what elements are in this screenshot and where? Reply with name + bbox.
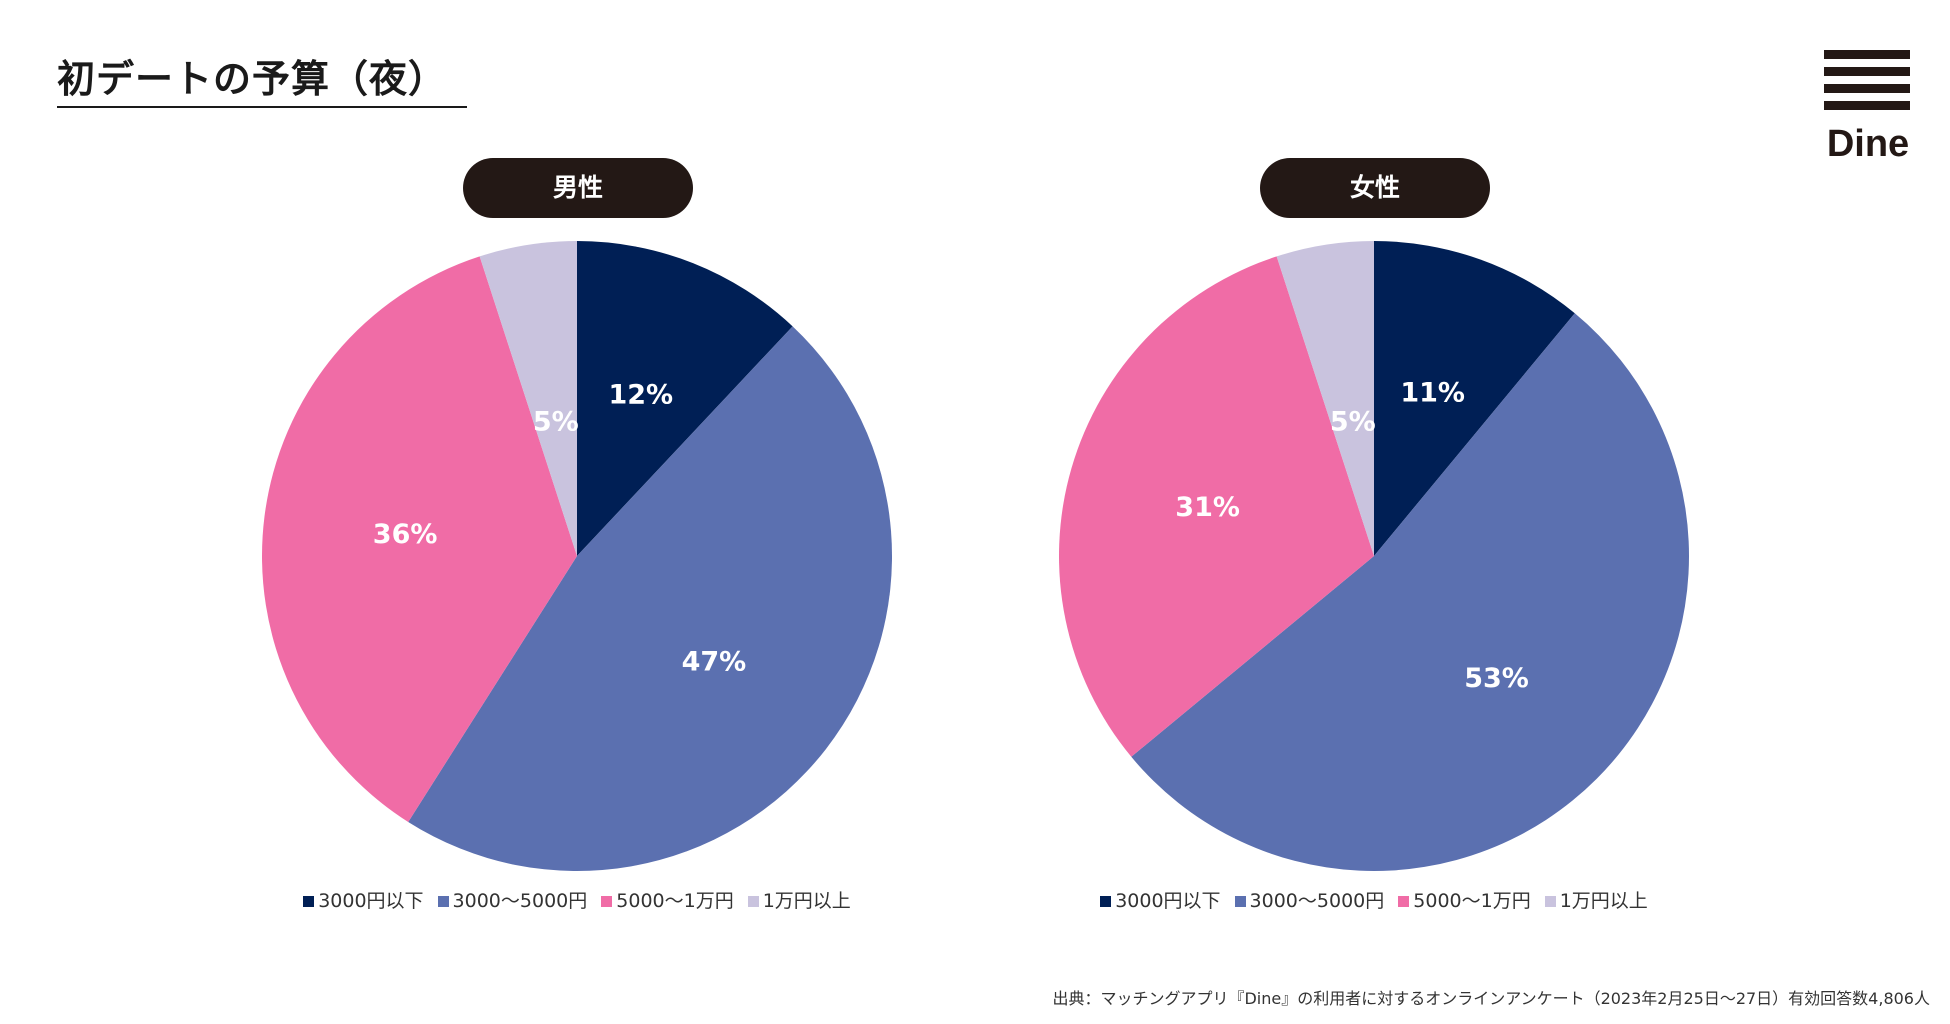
legend-item: 1万円以上: [747, 888, 851, 914]
pie-slice-5000-10000: [262, 256, 577, 822]
source-footnote: 出典：マッチングアプリ『Dine』の利用者に対するオンラインアンケート（2023…: [1052, 989, 1930, 1008]
slice-label-3000-5000: 47%: [682, 647, 747, 678]
legend-item: 3000円以下: [1100, 888, 1221, 914]
legend-swatch: [1544, 895, 1556, 907]
pie-slice-3000-5000: [408, 326, 893, 872]
pie-slice-over-10000: [1276, 241, 1374, 556]
logo-bar: [1824, 50, 1910, 59]
logo-wordmark: Dine: [1826, 123, 1910, 165]
legend-swatch: [1234, 895, 1246, 907]
pie-slice-over-10000: [479, 241, 577, 556]
legend-label: 3000円以下: [1115, 890, 1221, 912]
legend-label: 3000〜5000円: [452, 890, 588, 912]
legend-item: 5000〜1万円: [1398, 888, 1531, 914]
logo-bar: [1824, 101, 1910, 110]
legend-male: 3000円以下 3000〜5000円 5000〜1万円 1万円以上: [227, 888, 927, 914]
pie-slice-under-3000: [577, 241, 793, 556]
legend-label: 5000〜1万円: [1413, 890, 1531, 912]
slice-label-5000-10000: 31%: [1175, 492, 1240, 523]
logo-bar: [1824, 67, 1910, 76]
slice-label-3000-5000: 53%: [1464, 663, 1529, 694]
legend-label: 3000〜5000円: [1249, 890, 1385, 912]
pie-chart-male: 12% 47% 36% 5%: [262, 241, 893, 872]
legend-label: 1万円以上: [762, 890, 851, 912]
logo-bar: [1824, 84, 1910, 93]
chart-title-female: 女性: [1260, 158, 1490, 218]
pie-slice-5000-10000: [1059, 256, 1374, 757]
legend-swatch: [1398, 895, 1410, 907]
legend-female: 3000円以下 3000〜5000円 5000〜1万円 1万円以上: [1024, 888, 1724, 914]
pie-slice-3000-5000: [1131, 313, 1690, 872]
legend-swatch: [747, 895, 759, 907]
slice-label-5000-10000: 36%: [373, 519, 438, 550]
legend-swatch: [437, 895, 449, 907]
legend-label: 1万円以上: [1559, 890, 1648, 912]
slice-label-under-3000: 11%: [1400, 377, 1465, 408]
legend-label: 3000円以下: [318, 890, 424, 912]
chart-title-male: 男性: [463, 158, 693, 218]
legend-item: 5000〜1万円: [601, 888, 734, 914]
legend-swatch: [601, 895, 613, 907]
page-title: 初デートの予算（夜）: [57, 52, 468, 108]
legend-item: 3000〜5000円: [1234, 888, 1385, 914]
slice-label-under-3000: 12%: [608, 379, 673, 410]
legend-label: 5000〜1万円: [616, 890, 734, 912]
legend-item: 3000〜5000円: [437, 888, 588, 914]
pie-slice-under-3000: [1374, 241, 1575, 556]
pie-chart-female: 11% 53% 31% 5%: [1059, 241, 1690, 872]
legend-swatch: [303, 895, 315, 907]
legend-swatch: [1100, 895, 1112, 907]
legend-item: 3000円以下: [303, 888, 424, 914]
slice-label-over-10000: 5%: [1330, 407, 1376, 438]
legend-item: 1万円以上: [1544, 888, 1648, 914]
chart-panel-female: 女性 11% 53% 31% 5% 3000円以下 3000〜5000円 5000〜1万円…: [1024, 158, 1724, 918]
slice-label-over-10000: 5%: [533, 407, 579, 438]
chart-panel-male: 男性 12% 47% 36% 5% 3000円以下 3000〜5000円 5000〜1万円…: [227, 158, 927, 918]
